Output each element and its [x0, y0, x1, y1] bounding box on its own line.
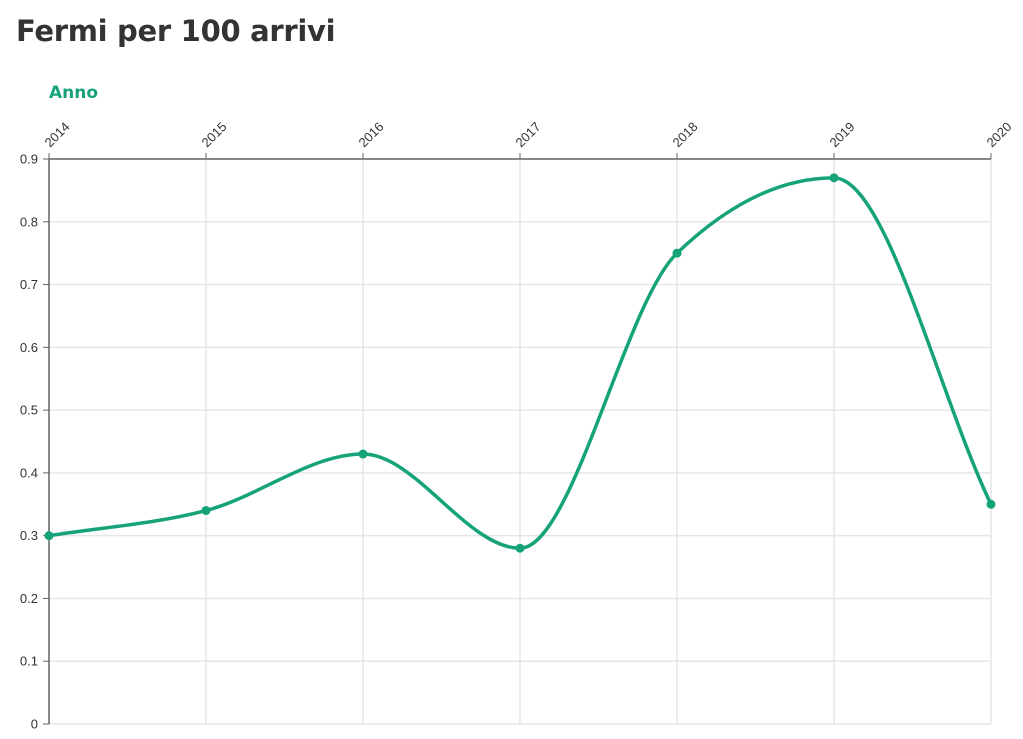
x-axis-title: Anno — [49, 83, 98, 103]
data-point — [829, 173, 839, 183]
x-tick-label: 2016 — [356, 119, 387, 150]
y-tick-label: 0.5 — [20, 403, 38, 418]
y-tick-label: 0 — [31, 717, 38, 732]
x-tick-label: 2019 — [827, 119, 858, 150]
data-point — [44, 531, 54, 541]
series-layer — [44, 173, 996, 553]
x-tick-label: 2015 — [199, 119, 230, 150]
data-point — [515, 543, 525, 553]
data-point — [986, 499, 996, 509]
series-line — [47, 176, 993, 550]
tick-labels: 0 0.1 0.2 0.3 0.4 0.5 0.6 0.7 0.8 0.9 2014 2015 2016… — [20, 119, 1015, 731]
x-tick-label: 2020 — [984, 119, 1015, 150]
y-tick-label: 0.6 — [20, 340, 38, 355]
y-tick-label: 0.1 — [20, 654, 38, 669]
x-tick-label: 2014 — [42, 119, 73, 150]
data-point — [358, 449, 368, 459]
y-tick-label: 0.2 — [20, 591, 38, 606]
data-point — [201, 506, 211, 516]
y-tick-label: 0.8 — [20, 214, 38, 229]
data-point — [672, 248, 682, 258]
y-tick-label: 0.4 — [20, 465, 38, 480]
y-tick-label: 0.3 — [20, 528, 38, 543]
x-tick-label: 2018 — [670, 119, 701, 150]
y-tick-label: 0.9 — [20, 152, 38, 167]
x-tick-label: 2017 — [513, 119, 544, 150]
y-tick-label: 0.7 — [20, 277, 38, 292]
grid-lines — [48, 158, 992, 725]
chart-title: Fermi per 100 arrivi — [16, 14, 336, 48]
axes — [43, 153, 992, 725]
